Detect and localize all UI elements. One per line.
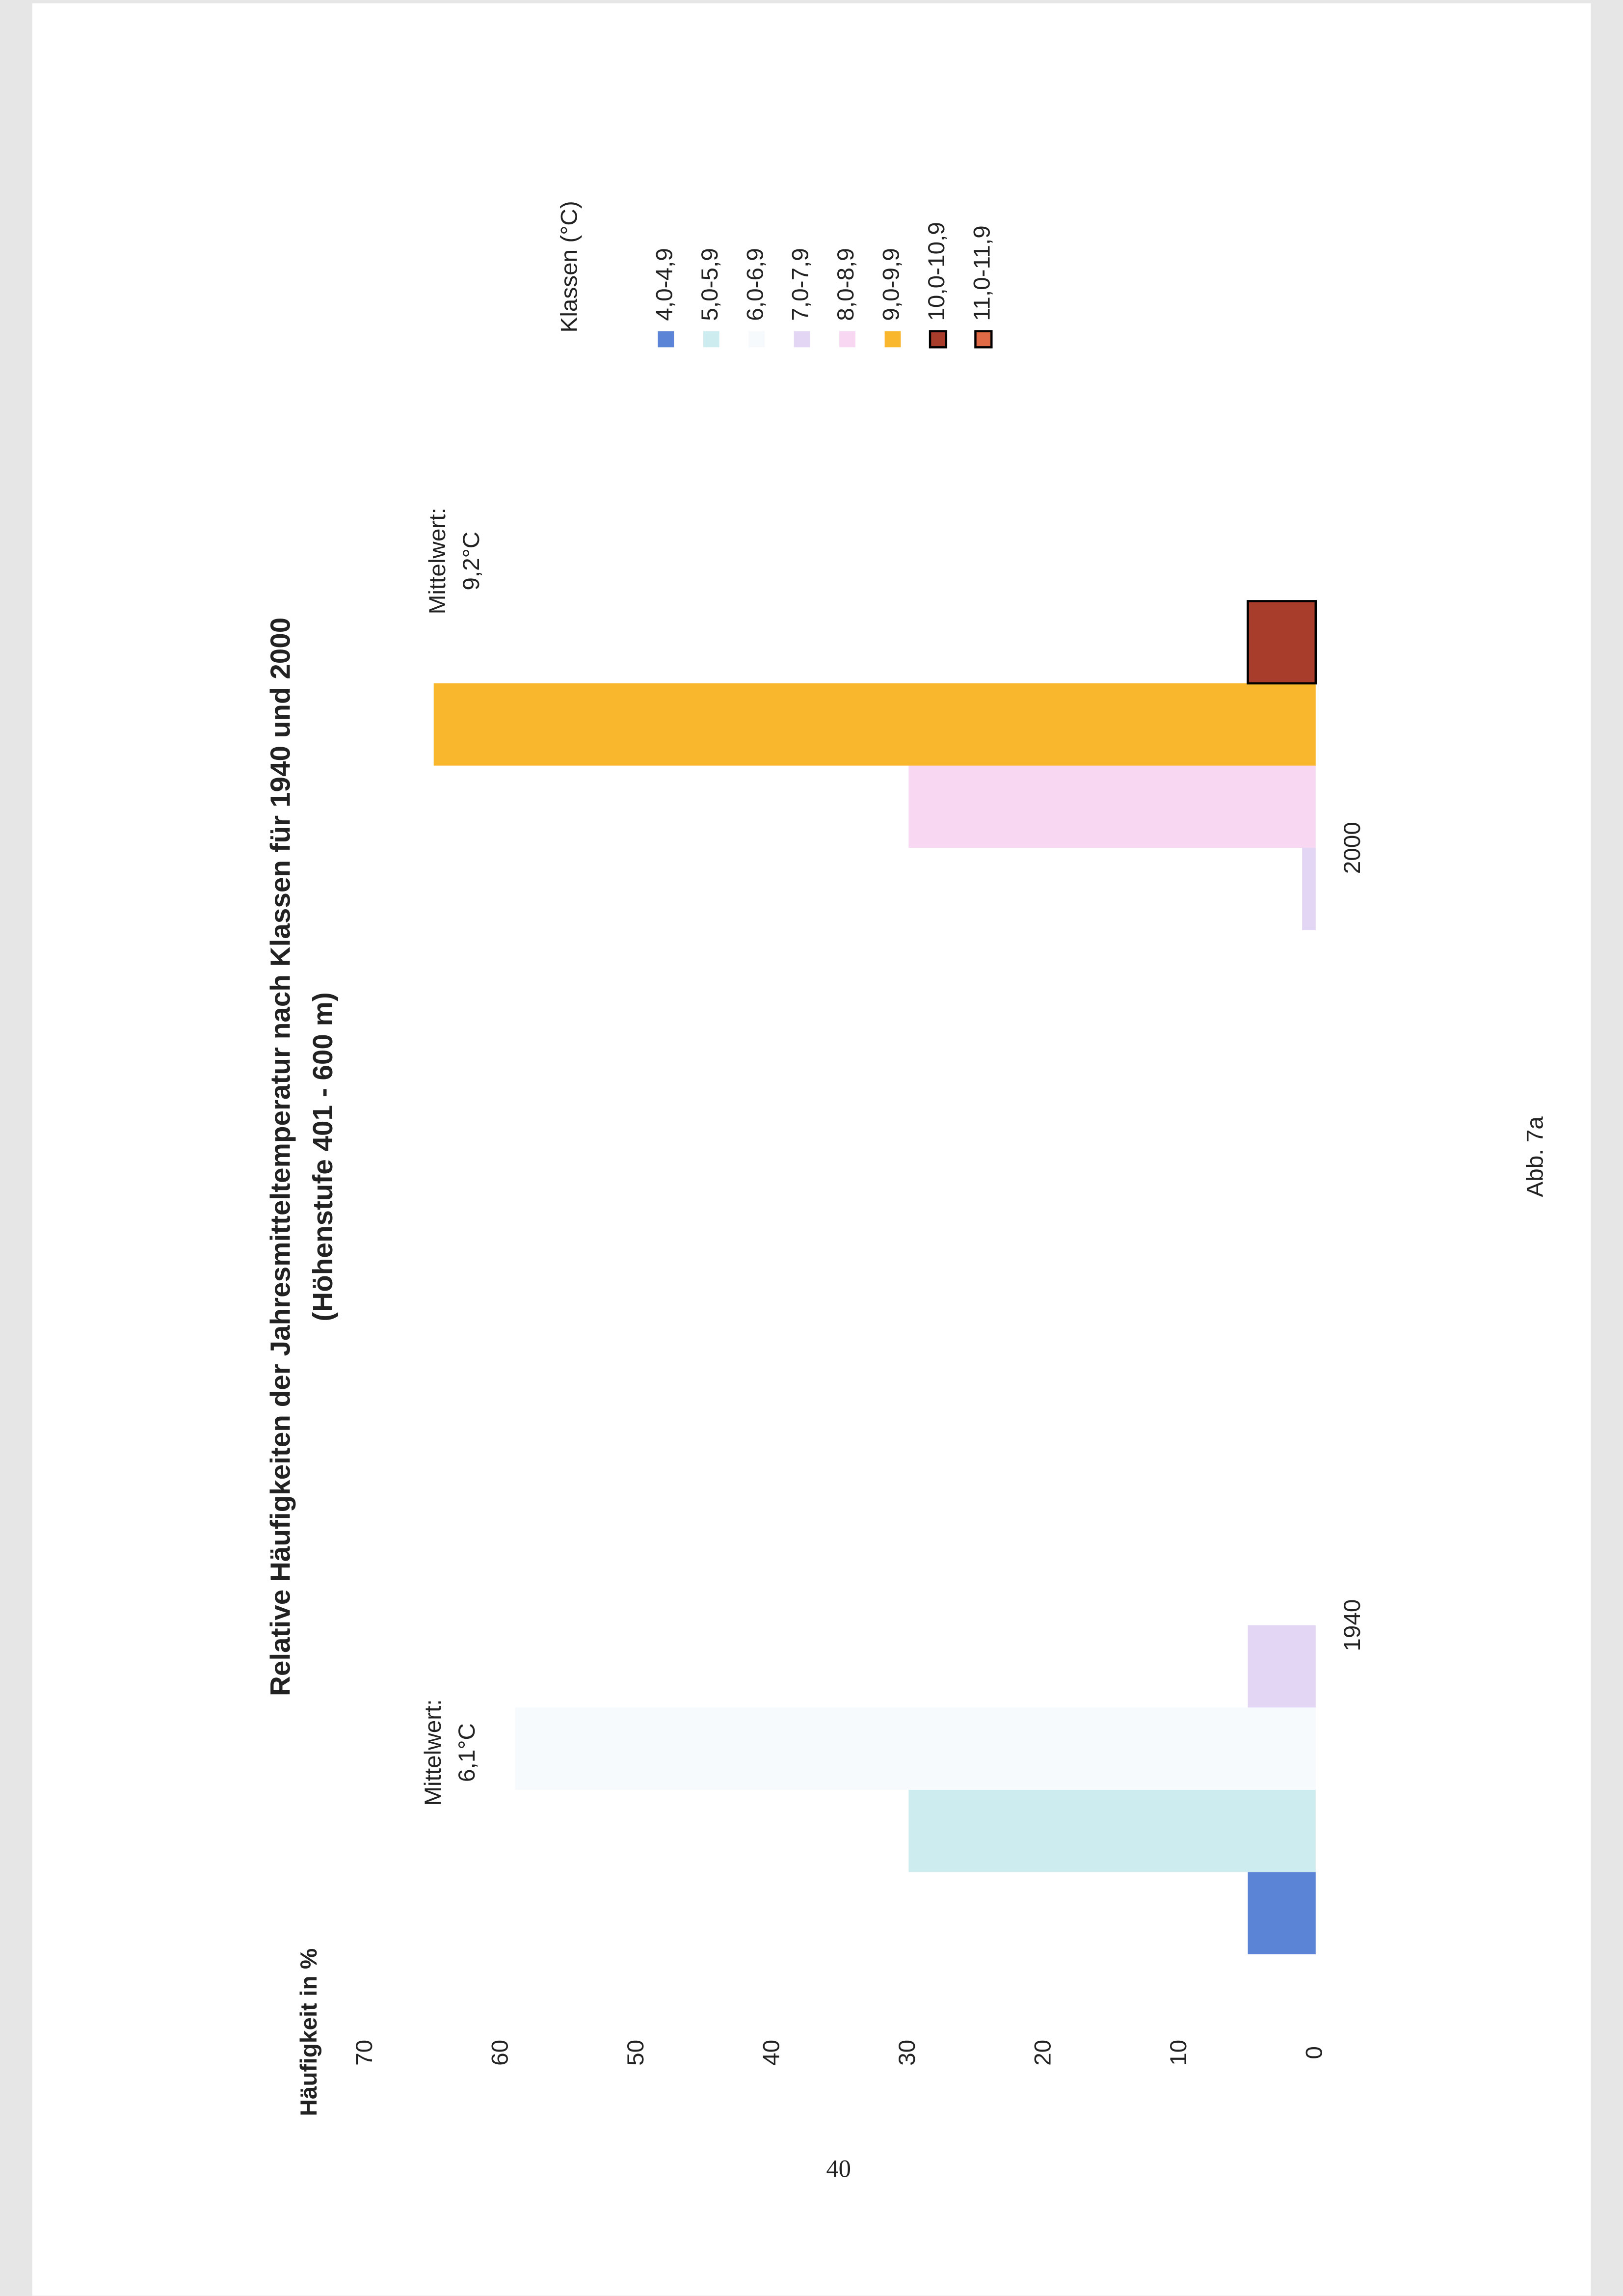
legend-label: 7,0-7,9 bbox=[788, 248, 814, 321]
legend-label: 6,0-6,9 bbox=[742, 248, 768, 321]
y-tick-label: 20 bbox=[1030, 2040, 1056, 2066]
legend-swatch bbox=[703, 331, 719, 348]
bar bbox=[1247, 600, 1317, 685]
legend-swatch bbox=[974, 330, 993, 349]
legend-label: 5,0-5,9 bbox=[697, 248, 723, 321]
x-tick-label: 2000 bbox=[1339, 822, 1365, 874]
legend-swatch bbox=[929, 330, 948, 349]
legend-label: 4,0-4,9 bbox=[651, 248, 677, 321]
legend-label: 8,0-8,9 bbox=[833, 248, 859, 321]
bar bbox=[908, 765, 1316, 848]
y-tick-label: 40 bbox=[759, 2040, 785, 2066]
paper bbox=[32, 3, 1591, 2296]
bar bbox=[1248, 1625, 1316, 1708]
annotation: Mittelwert: bbox=[420, 1699, 446, 1806]
annotation: Mittelwert: bbox=[425, 508, 451, 614]
y-tick-label: 70 bbox=[351, 2040, 377, 2066]
y-tick-label: 50 bbox=[623, 2040, 649, 2066]
legend-swatch bbox=[658, 331, 674, 348]
y-tick-label: 30 bbox=[894, 2040, 920, 2066]
annotation: 6,1°C bbox=[454, 1723, 480, 1782]
legend-label: 9,0-9,9 bbox=[878, 248, 905, 321]
page-number: 40 bbox=[826, 2155, 851, 2183]
legend-title: Klassen (°C) bbox=[557, 201, 583, 332]
bar bbox=[908, 1789, 1316, 1872]
bar bbox=[1248, 1872, 1316, 1954]
legend-label: 10,0-10,9 bbox=[924, 222, 950, 321]
legend-swatch bbox=[748, 331, 765, 348]
chart-subtitle: (Höhenstufe 401 - 600 m) bbox=[308, 992, 339, 1321]
annotation: 9,2°C bbox=[458, 532, 484, 591]
figure-label: Abb. 7a bbox=[1522, 1116, 1548, 1197]
bar bbox=[1302, 848, 1316, 930]
x-tick-label: 1940 bbox=[1339, 1599, 1365, 1651]
bar bbox=[515, 1707, 1316, 1790]
y-axis-label: Häufigkeit in % bbox=[296, 1948, 322, 2116]
y-tick-label: 0 bbox=[1301, 2046, 1327, 2059]
y-tick-label: 60 bbox=[487, 2040, 513, 2066]
legend-swatch bbox=[884, 331, 901, 348]
chart-title: Relative Häufigkeiten der Jahresmittelte… bbox=[265, 618, 296, 1696]
legend-label: 11,0-11,9 bbox=[969, 225, 995, 321]
legend-swatch bbox=[839, 331, 855, 348]
legend-swatch bbox=[794, 331, 810, 348]
y-tick-label: 10 bbox=[1166, 2040, 1192, 2066]
bar bbox=[433, 683, 1316, 766]
